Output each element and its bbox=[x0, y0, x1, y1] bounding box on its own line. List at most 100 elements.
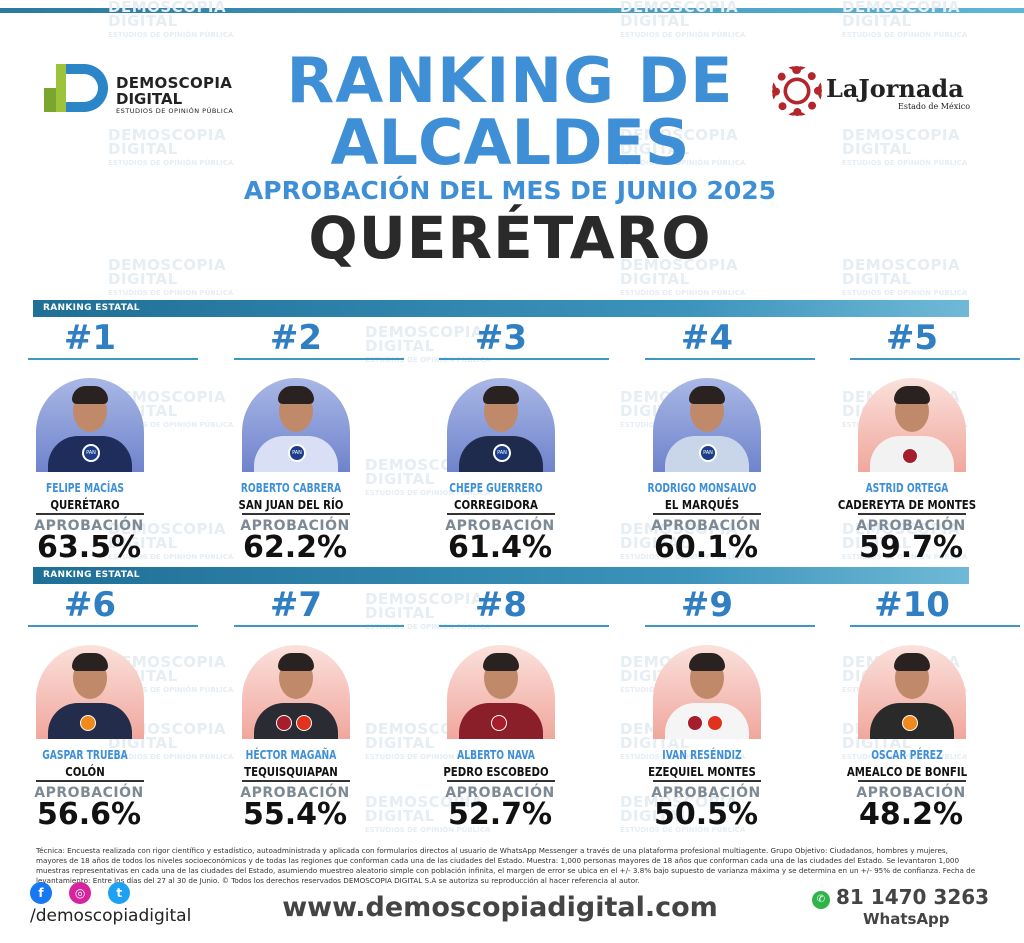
facebook-icon[interactable]: f bbox=[30, 882, 52, 904]
approval-label: APROBACIÓN bbox=[240, 785, 350, 801]
mayor-photo bbox=[36, 645, 144, 739]
page-title-line1: RANKING DE bbox=[286, 44, 734, 117]
approval-label: APROBACIÓN bbox=[856, 518, 966, 534]
name-underline bbox=[858, 513, 966, 515]
approval-label: APROBACIÓN bbox=[240, 518, 350, 534]
rank-underline bbox=[28, 358, 198, 360]
name-underline bbox=[36, 780, 144, 782]
logo-tagline: ESTUDIOS DE OPINIÓN PÚBLICA bbox=[116, 107, 234, 115]
morena-badge-icon bbox=[687, 715, 703, 731]
logo-text-line1: DEMOSCOPIA bbox=[116, 74, 233, 92]
approval-value: 62.2% bbox=[242, 530, 348, 565]
twitter-icon[interactable]: t bbox=[108, 882, 131, 904]
municipality-name: EZEQUIEL MONTES bbox=[648, 765, 756, 779]
name-underline bbox=[653, 780, 761, 782]
rank-number: #1 bbox=[63, 318, 117, 358]
ranking-bar-2: RANKING ESTATAL bbox=[33, 567, 969, 584]
rank-underline bbox=[645, 625, 815, 627]
rank-number: #3 bbox=[474, 318, 528, 358]
name-underline bbox=[858, 780, 966, 782]
phone-number: 81 1470 3263 bbox=[836, 885, 990, 909]
pt-badge-icon bbox=[296, 715, 312, 731]
approval-label: APROBACIÓN bbox=[651, 785, 761, 801]
instagram-icon[interactable]: ◎ bbox=[69, 882, 92, 904]
rank-underline bbox=[234, 625, 404, 627]
mayor-photo bbox=[653, 645, 761, 739]
name-underline bbox=[447, 513, 555, 515]
la-jornada-logo: LaJornada Estado de México bbox=[770, 64, 980, 120]
mayor-photo: PAN bbox=[447, 378, 555, 472]
approval-value: 52.7% bbox=[447, 797, 553, 832]
mayor-name: CHEPE GUERRERO bbox=[449, 481, 543, 495]
municipality-name: QUERÉTARO bbox=[50, 498, 120, 512]
municipality-name: CORREGIDORA bbox=[454, 498, 538, 512]
social-handle[interactable]: /demoscopiadigital bbox=[30, 906, 192, 926]
mayor-name: FELIPE MACÍAS bbox=[45, 481, 125, 495]
state-name: QUERÉTARO bbox=[308, 204, 712, 272]
ranking-bar-label: RANKING ESTATAL bbox=[43, 570, 140, 580]
municipality-name: PEDRO ESCOBEDO bbox=[443, 765, 549, 779]
approval-value: 60.1% bbox=[653, 530, 759, 565]
demoscopia-logo: DEMOSCOPIA DIGITAL ESTUDIOS DE OPINIÓN P… bbox=[42, 60, 242, 120]
rank-number: #9 bbox=[680, 585, 734, 625]
municipality-name: SAN JUAN DEL RÍO bbox=[238, 498, 344, 512]
mc-badge-icon bbox=[80, 715, 96, 731]
top-accent-line bbox=[0, 8, 1024, 13]
mayor-name: HÉCTOR MAGAÑA bbox=[245, 748, 337, 762]
whatsapp-phone[interactable]: ✆ 81 1470 3263 bbox=[812, 885, 989, 909]
la-jornada-name: LaJornada bbox=[826, 74, 964, 103]
municipality-name: COLÓN bbox=[65, 765, 105, 779]
rank-underline bbox=[645, 358, 815, 360]
logo-text-line2: DIGITAL bbox=[116, 90, 183, 108]
rank-underline bbox=[439, 358, 609, 360]
pan-badge-icon: PAN bbox=[699, 444, 717, 462]
ranking-bar-label: RANKING ESTATAL bbox=[43, 303, 140, 313]
approval-value: 48.2% bbox=[858, 797, 964, 832]
approval-label: APROBACIÓN bbox=[34, 518, 144, 534]
mc-badge-icon bbox=[902, 715, 918, 731]
rank-underline bbox=[439, 625, 609, 627]
demoscopia-logo-icon bbox=[42, 60, 110, 118]
mayor-name: ASTRID ORTEGA bbox=[865, 481, 949, 495]
rank-underline bbox=[28, 625, 198, 627]
rank-number: #2 bbox=[269, 318, 323, 358]
rank-underline bbox=[850, 358, 1020, 360]
pan-badge-icon: PAN bbox=[288, 444, 306, 462]
mayor-name: IVAN RESÉNDIZ bbox=[662, 748, 742, 762]
ranking-bar-1: RANKING ESTATAL bbox=[33, 300, 969, 317]
mayor-name: OSCAR PÉREZ bbox=[871, 748, 943, 762]
pan-badge-icon: PAN bbox=[82, 444, 100, 462]
approval-value: 59.7% bbox=[858, 530, 964, 565]
approval-label: APROBACIÓN bbox=[651, 518, 761, 534]
approval-label: APROBACIÓN bbox=[445, 518, 555, 534]
morena-badge-icon bbox=[276, 715, 292, 731]
approval-value: 63.5% bbox=[36, 530, 142, 565]
mayor-name: ROBERTO CABRERA bbox=[240, 481, 342, 495]
pan-badge-icon: PAN bbox=[493, 444, 511, 462]
name-underline bbox=[242, 780, 350, 782]
mayor-photo: PAN bbox=[653, 378, 761, 472]
mayor-photo bbox=[858, 645, 966, 739]
whatsapp-icon: ✆ bbox=[812, 891, 830, 909]
rank-number: #5 bbox=[885, 318, 939, 358]
social-icons: f ◎ t bbox=[30, 882, 142, 904]
rank-underline bbox=[234, 358, 404, 360]
page-title-line2: ALCALDES bbox=[330, 106, 690, 179]
pt-badge-icon bbox=[707, 715, 723, 731]
rank-number: #7 bbox=[269, 585, 323, 625]
website-link[interactable]: www.demoscopiadigital.com bbox=[282, 892, 718, 923]
rank-number: #8 bbox=[474, 585, 528, 625]
mayor-name: RODRIGO MONSALVO bbox=[647, 481, 757, 495]
name-underline bbox=[242, 513, 350, 515]
approval-value: 55.4% bbox=[242, 797, 348, 832]
